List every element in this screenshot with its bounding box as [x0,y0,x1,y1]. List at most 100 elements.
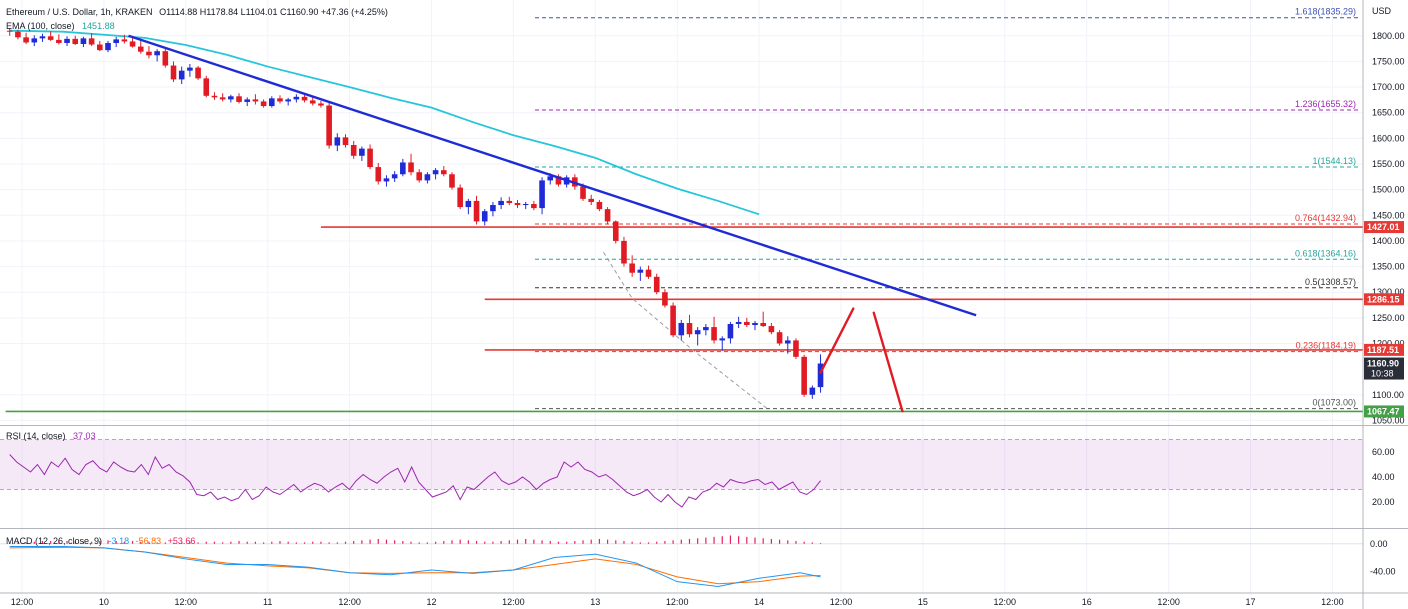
macd-hist-value: +53.66 [168,536,196,546]
candle-body [277,98,283,102]
candle-body [146,51,152,56]
candle-body [416,172,423,181]
candle-up [784,336,791,354]
candle-up [80,36,87,48]
candle-down [342,134,349,148]
candle-down [449,172,455,190]
projection-line[interactable] [819,307,855,374]
macd-legend[interactable]: MACD (12, 26, close, 9) -3.18 -56.83 +53… [6,536,195,546]
candle-body [645,269,652,277]
projection-line[interactable] [872,311,904,413]
candle-up [465,198,472,215]
candle-body [80,38,87,44]
trendline-line[interactable] [128,34,977,317]
price-tick-label: 1250.00 [1372,313,1405,323]
time-tick-label: 12 [426,597,436,607]
candle-body [653,276,660,293]
candle-up [490,201,496,217]
zigzag-polyline [603,251,768,410]
candle-body [154,51,160,56]
rsi-legend[interactable]: RSI (14, close) 37.03 [6,431,96,441]
candle-body [801,356,807,395]
ema-label: EMA (100, close) [6,21,75,31]
candle-body [252,99,259,102]
horizontal-levels[interactable] [5,226,1363,413]
candle-body [113,39,119,43]
candle-body [309,100,316,104]
time-tick-label: 12:00 [1321,597,1344,607]
candle-body [662,292,668,306]
price-label-value: 1286.15 [1367,294,1400,304]
macd-signal-value: -56.83 [136,536,162,546]
price-label: 1427.01 [1364,221,1404,234]
macd-tick-label: 0.00 [1370,539,1388,549]
time-tick-label: 14 [754,597,764,607]
candle-down [88,33,95,47]
candle-body [481,211,488,222]
candle-body [670,305,676,336]
candle-down [711,316,717,344]
candle-down [588,194,595,206]
symbol-title[interactable]: Ethereum / U.S. Dollar, 1h, KRAKEN O1114… [6,7,388,17]
candle-body [809,387,816,395]
rsi-tick-label: 60.00 [1372,447,1395,457]
ema-legend[interactable]: EMA (100, close) 1451.88 [6,21,115,31]
time-tick-label: 12:00 [1157,597,1180,607]
candle-up [178,66,185,84]
time-axis[interactable]: 12:00 10 12:00 11 12:00 12 12:00 13 12:00 14 12:00… [11,597,1344,607]
candle-body [244,99,251,102]
price-tick-label: 1800.00 [1372,31,1405,41]
candle-up [383,175,390,187]
candle-up [293,94,300,103]
candle-up [703,324,709,336]
candle-body [334,137,341,146]
candle-body [752,322,758,326]
ohlc-values: O1114.88 H1178.84 L1104.01 C1160.90 +47.… [159,7,388,17]
trendline[interactable] [128,34,977,317]
price-axis[interactable]: USD 1800.00 1750.00 1700.00 1650.00 1600.00 1… [1370,6,1405,576]
candle-body [97,44,103,51]
candle-down [367,144,373,170]
candle-body [473,200,480,222]
time-tick-label: 12:00 [502,597,525,607]
candle-down [137,40,144,54]
price-label-countdown: 10:38 [1371,369,1394,379]
candle-body [211,95,218,98]
projection-lines[interactable] [819,307,904,413]
time-tick-label: 16 [1082,597,1092,607]
price-label-value: 1427.01 [1367,222,1400,232]
candle-body [383,178,390,182]
candle-body [465,200,472,208]
fib-level-label: 0.764(1432.94) [1295,213,1356,223]
candle-down [375,162,382,185]
time-tick-label: 12:00 [11,597,34,607]
price-tick-label: 1650.00 [1372,108,1405,118]
fib-level-label: 1.618(1835.29) [1295,7,1356,17]
candle-body [522,204,529,206]
price-tick-label: 1500.00 [1372,185,1405,195]
candle-down [662,289,668,308]
candle-down [301,94,308,103]
candle-down [686,314,693,338]
candle-down [236,93,242,104]
candle-body [170,65,177,80]
candle-down [326,102,332,149]
time-tick-label: 12:00 [175,597,198,607]
candle-down [277,95,283,104]
candle-down [252,94,259,105]
time-tick-label: 12:00 [830,597,853,607]
candle-up [719,336,726,351]
rsi-tick-label: 40.00 [1372,472,1395,482]
currency-label: USD [1372,6,1392,16]
candle-body [301,96,308,101]
candle-down [195,66,201,80]
macd-line [9,546,821,587]
candle-body [621,240,627,264]
candle-up [735,316,742,329]
symbol-name: Ethereum / U.S. Dollar, 1h, KRAKEN [6,7,153,17]
candle-body [219,97,226,100]
candle-up [187,64,193,77]
candle-down [408,153,414,176]
candle-up [678,319,685,341]
